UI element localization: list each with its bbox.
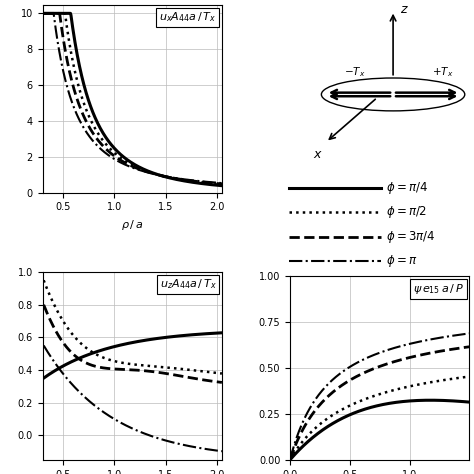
Text: $\phi=\pi$: $\phi=\pi$ bbox=[386, 253, 418, 269]
Text: $\psi\,e_{15}\,a\,/\,P$: $\psi\,e_{15}\,a\,/\,P$ bbox=[413, 282, 464, 296]
Text: $\phi=\pi/2$: $\phi=\pi/2$ bbox=[386, 204, 428, 220]
Text: x: x bbox=[313, 148, 320, 161]
Text: $u_x A_{44} a\,/\,T_x$: $u_x A_{44} a\,/\,T_x$ bbox=[159, 10, 217, 24]
X-axis label: $\rho\,/\,a$: $\rho\,/\,a$ bbox=[121, 218, 144, 232]
Text: $+T_x$: $+T_x$ bbox=[432, 66, 453, 80]
Text: $\phi=3\pi/4$: $\phi=3\pi/4$ bbox=[386, 229, 436, 245]
Text: z: z bbox=[400, 3, 406, 16]
Text: $\phi=\pi/4$: $\phi=\pi/4$ bbox=[386, 180, 428, 196]
Text: $u_z A_{44} a\,/\,T_x$: $u_z A_{44} a\,/\,T_x$ bbox=[160, 277, 217, 291]
Text: $-T_x$: $-T_x$ bbox=[344, 66, 365, 80]
